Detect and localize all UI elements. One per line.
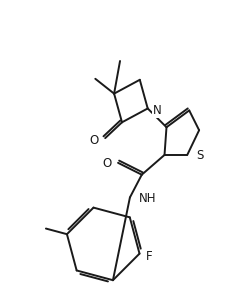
Text: S: S	[196, 149, 204, 162]
Text: N: N	[153, 104, 161, 117]
Text: O: O	[89, 134, 98, 147]
Text: O: O	[102, 157, 111, 170]
Text: F: F	[146, 250, 152, 263]
Text: NH: NH	[139, 192, 156, 205]
